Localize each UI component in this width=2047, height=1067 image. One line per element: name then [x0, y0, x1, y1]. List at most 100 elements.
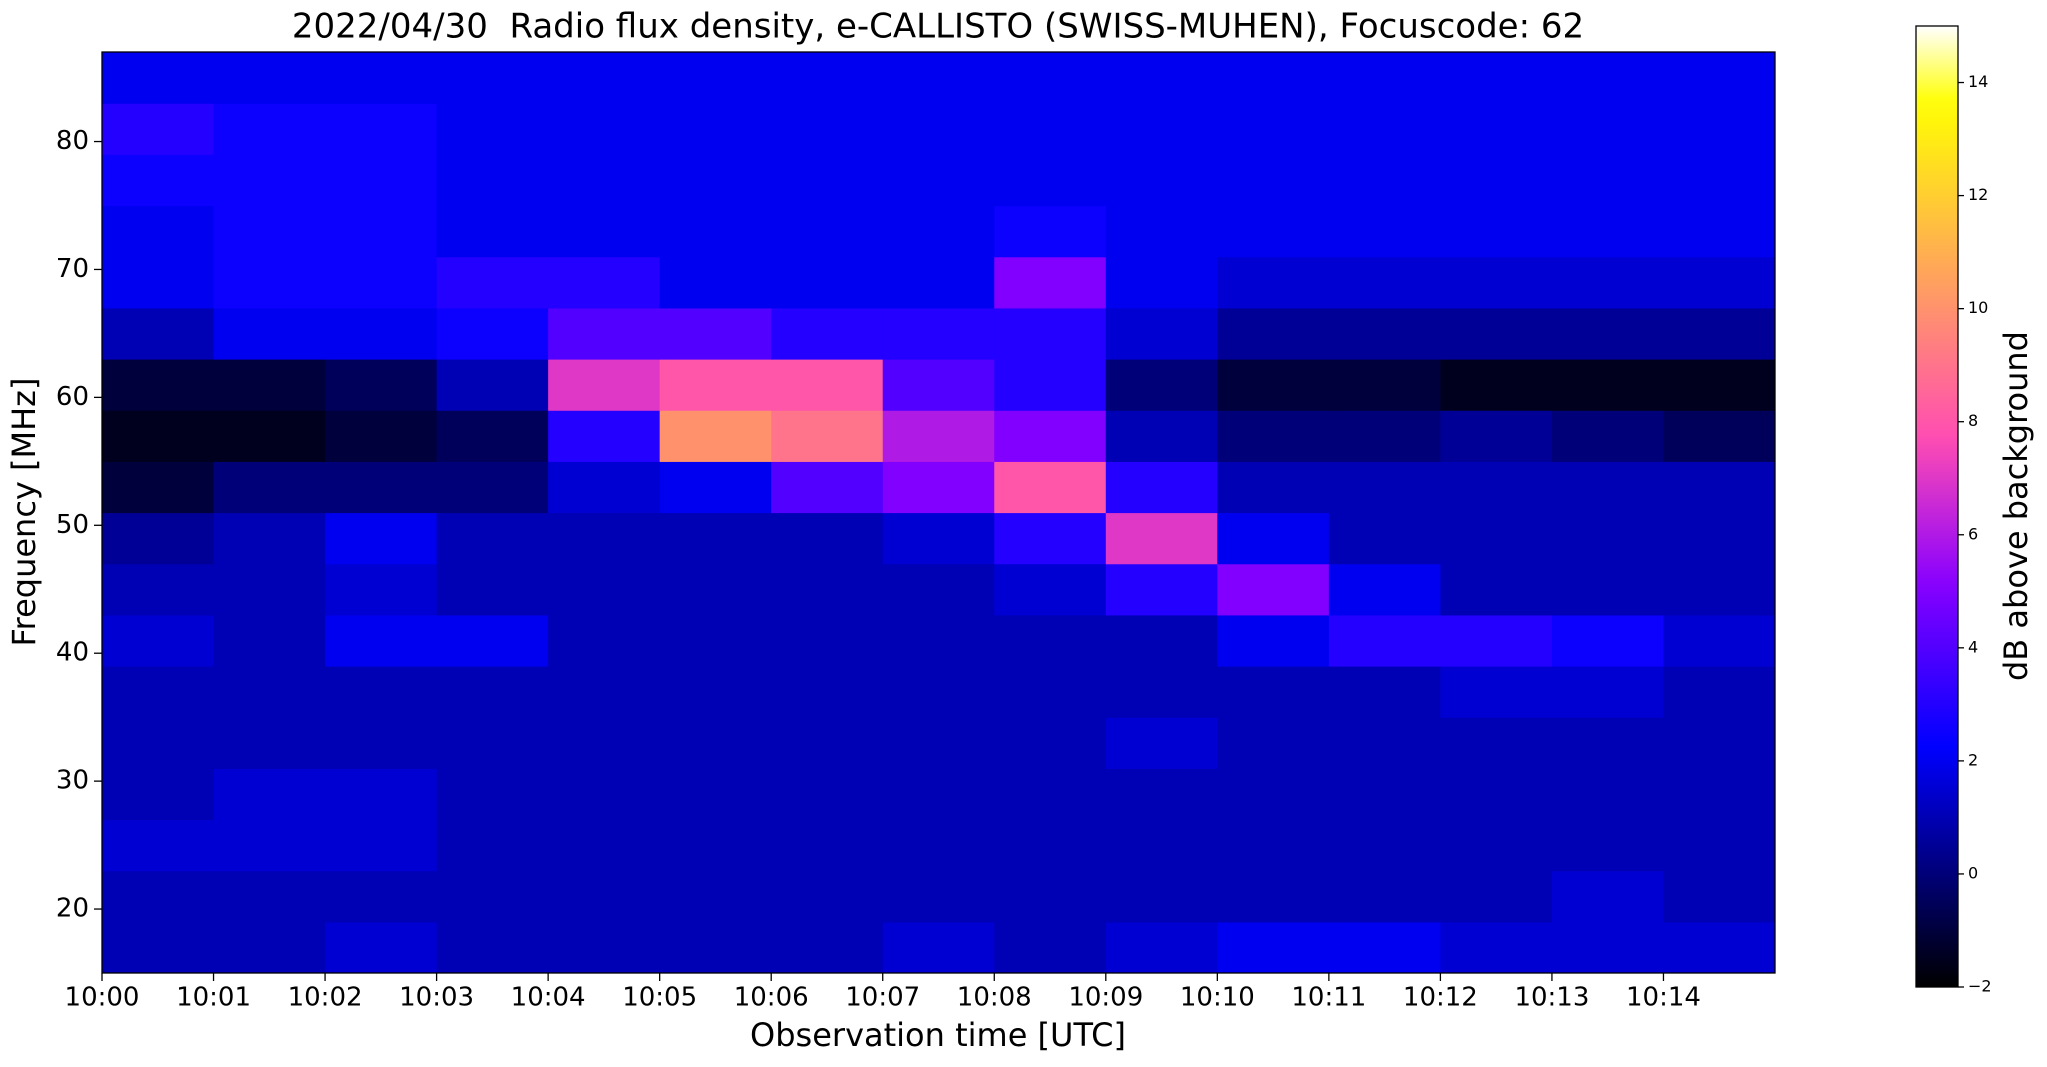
heatmap-cell — [325, 870, 438, 923]
heatmap-cell — [1440, 614, 1553, 667]
y-tick-label: 80 — [56, 126, 89, 156]
heatmap-cell — [1663, 103, 1775, 155]
heatmap-cell — [1328, 819, 1441, 872]
heatmap-cell — [1551, 819, 1665, 872]
heatmap-cell — [436, 921, 549, 973]
heatmap-cell — [771, 154, 884, 207]
heatmap-cell — [1105, 307, 1218, 360]
heatmap-cell — [213, 359, 326, 411]
heatmap-cell — [994, 307, 1107, 360]
heatmap-cell — [1105, 410, 1218, 462]
heatmap-cell — [771, 870, 884, 923]
heatmap-cell — [1217, 614, 1330, 667]
heatmap-cell — [1663, 410, 1775, 462]
heatmap-cell — [1328, 307, 1441, 360]
heatmap-cell — [1551, 307, 1665, 360]
heatmap-cell — [1551, 256, 1665, 309]
heatmap-cell — [548, 614, 661, 667]
heatmap-cell — [325, 768, 438, 821]
heatmap-cell — [771, 819, 884, 872]
heatmap-cell — [548, 103, 661, 155]
heatmap-cell — [882, 103, 995, 155]
heatmap-cell — [1328, 410, 1441, 462]
heatmap-cell — [1105, 256, 1218, 309]
heatmap-cell — [1551, 461, 1665, 514]
heatmap-cell — [436, 410, 549, 462]
heatmap-cell — [102, 717, 215, 769]
heatmap-cell — [1328, 717, 1441, 769]
heatmap-cell — [1440, 103, 1553, 155]
x-tick-label: 10:03 — [399, 983, 474, 1013]
y-tick-label: 30 — [56, 766, 89, 796]
heatmap-cell — [548, 205, 661, 258]
x-tick-label: 10:10 — [1180, 983, 1255, 1013]
heatmap-cell — [1663, 307, 1775, 360]
heatmap-cell — [436, 307, 549, 360]
heatmap-cell — [1440, 205, 1553, 258]
heatmap-cell — [213, 205, 326, 258]
heatmap-cell — [1217, 154, 1330, 207]
heatmap-cell — [1440, 256, 1553, 309]
heatmap-cell — [548, 461, 661, 514]
heatmap-cell — [1105, 768, 1218, 821]
colorbar-tick-label: 0 — [1968, 863, 1978, 882]
heatmap-cell — [1440, 512, 1553, 565]
heatmap-cell — [102, 205, 215, 258]
heatmap-cell — [771, 512, 884, 565]
heatmap-cell — [325, 512, 438, 565]
heatmap-cell — [1328, 614, 1441, 667]
heatmap-cell — [436, 666, 549, 718]
x-tick-label: 10:08 — [957, 983, 1032, 1013]
heatmap-cell — [1663, 563, 1775, 616]
heatmap-cell — [102, 461, 215, 514]
heatmap-cell — [882, 52, 995, 104]
heatmap-cell — [325, 921, 438, 973]
heatmap-cell — [1551, 717, 1665, 769]
x-tick-label: 10:02 — [288, 983, 363, 1013]
heatmap-cell — [1105, 154, 1218, 207]
heatmap-cell — [1217, 307, 1330, 360]
heatmap-cell — [436, 563, 549, 616]
heatmap-cell — [882, 819, 995, 872]
heatmap-cell — [1551, 103, 1665, 155]
x-tick-label: 10:04 — [511, 983, 586, 1013]
heatmap-cell — [1663, 512, 1775, 565]
heatmap-cell — [1663, 614, 1775, 667]
x-tick-label: 10:11 — [1291, 983, 1366, 1013]
heatmap-cell — [1663, 52, 1775, 104]
heatmap-cell — [1217, 921, 1330, 973]
plot-frame — [101, 51, 1776, 974]
heatmap-cell — [771, 921, 884, 973]
heatmap-cell — [1551, 410, 1665, 462]
heatmap-cell — [436, 256, 549, 309]
heatmap-cell — [548, 563, 661, 616]
colorbar-tick-label: 8 — [1968, 411, 1978, 430]
heatmap-cell — [1328, 359, 1441, 411]
x-tick-label: 10:12 — [1403, 983, 1478, 1013]
heatmap-cell — [1217, 359, 1330, 411]
heatmap-cell — [102, 870, 215, 923]
y-axis-label: Frequency [MHz] — [5, 378, 43, 647]
heatmap-cell — [659, 563, 772, 616]
heatmap-cell — [994, 154, 1107, 207]
heatmap-cell — [1328, 921, 1441, 973]
heatmap-cell — [102, 103, 215, 155]
heatmap-cell — [1551, 870, 1665, 923]
heatmap-cell — [1440, 461, 1553, 514]
heatmap-cell — [213, 461, 326, 514]
heatmap-cell — [436, 154, 549, 207]
heatmap-cell — [325, 614, 438, 667]
heatmap-cell — [994, 512, 1107, 565]
y-tick-label: 40 — [56, 638, 89, 668]
heatmap-cell — [994, 819, 1107, 872]
heatmap-cell — [325, 666, 438, 718]
heatmap-cell — [1440, 921, 1553, 973]
heatmap-cell — [1328, 154, 1441, 207]
heatmap-cell — [325, 819, 438, 872]
heatmap-cell — [213, 563, 326, 616]
heatmap-cell — [548, 870, 661, 923]
heatmap-cell — [1105, 359, 1218, 411]
heatmap-cell — [994, 614, 1107, 667]
heatmap-cell — [659, 666, 772, 718]
